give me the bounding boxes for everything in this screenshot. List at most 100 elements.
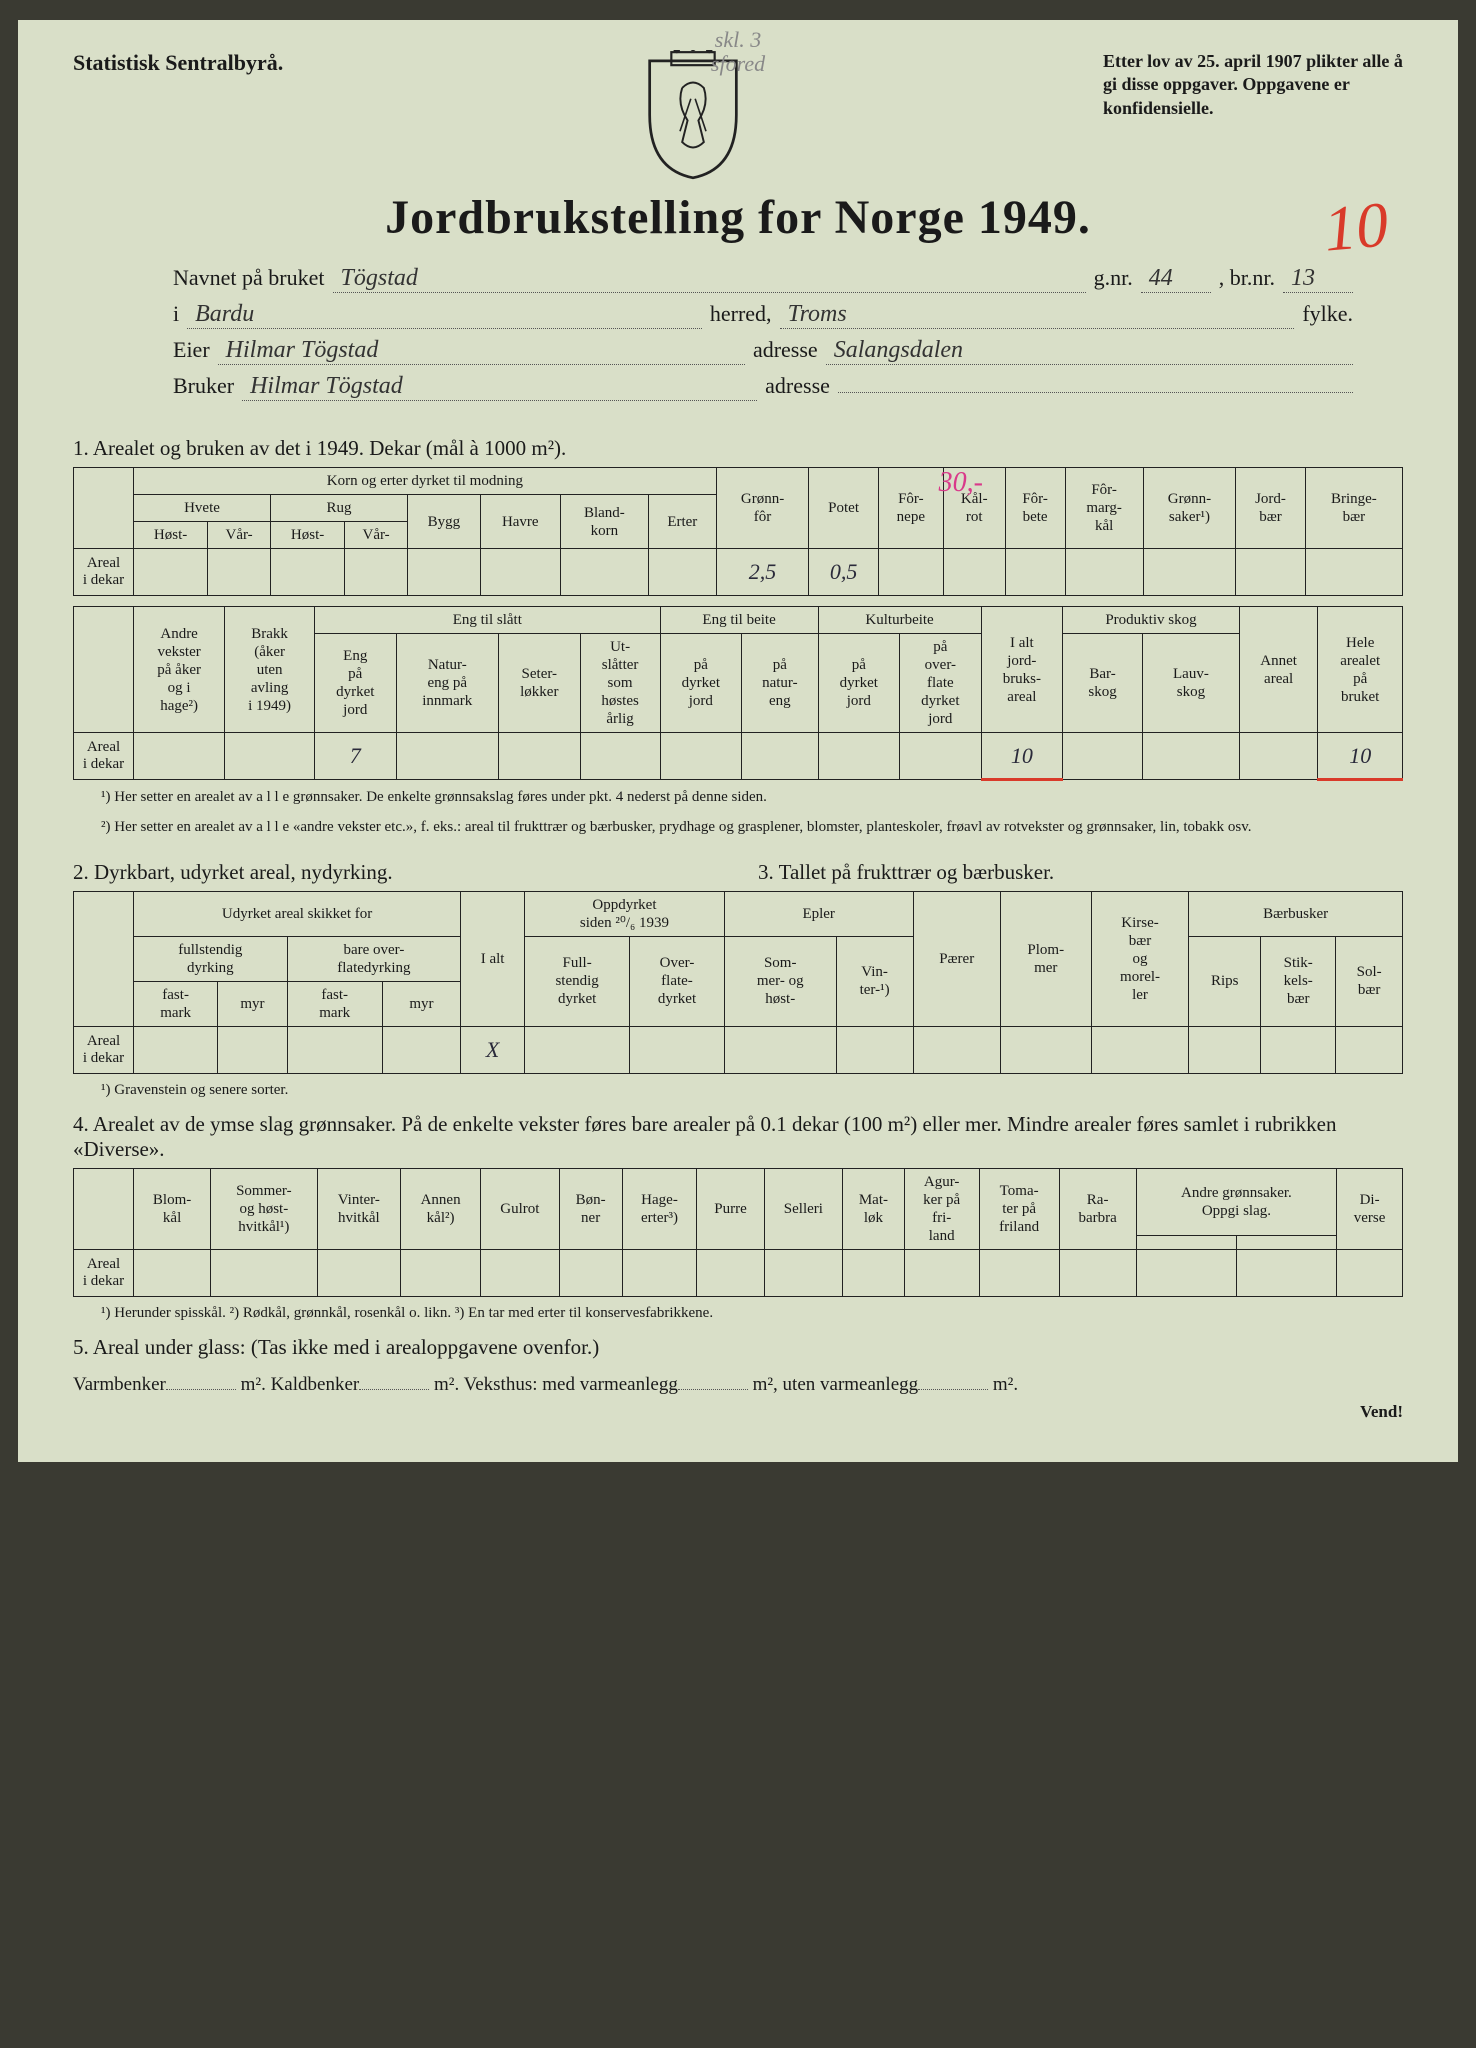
value-bruk: Tögstad [333,265,1086,293]
th-engslott: Eng til slått [315,607,661,634]
th-epler: Epler [724,891,913,936]
section-3-title: 3. Tallet på frukttrær og bærbusker. [758,860,1403,885]
th-blandkorn: Bland-korn [560,495,648,549]
th-engbeite: Eng til beite [660,607,818,634]
th-host1: Høst- [134,522,208,549]
footnote-4: ¹) Herunder spisskål. ²) Rødkål, grønnkå… [101,1303,1403,1323]
th-var1: Vår- [208,522,271,549]
label-bruker: Bruker [173,373,234,399]
row-label-1b: Areali dekar [74,733,134,780]
th-fullst: fullstendigdyrking [134,936,288,981]
pencil-annotation: skl. 3sfored [711,28,765,76]
th-fm2: fast-mark [287,981,382,1026]
th-hele: Helearealetpåbruket [1318,607,1403,733]
th-annet: Annetareal [1239,607,1318,733]
vend-label: Vend! [73,1402,1403,1422]
th-diverse: Di-verse [1337,1168,1403,1249]
row-label-4: Areali dekar [74,1249,134,1296]
th-rug: Rug [271,495,408,522]
th-seter: Seter-løkker [499,634,581,733]
section-5-title: 5. Areal under glass: (Tas ikke med i ar… [73,1335,1403,1360]
value-fylke: Troms [780,301,1295,329]
table-4: Blom-kål Sommer-og høst-hvitkål¹) Vinter… [73,1168,1403,1297]
meta-block: Navnet på bruket Tögstad g.nr. 44 , br.n… [73,265,1403,424]
value-brnr: 13 [1283,265,1353,293]
th-prodskog: Produktiv skog [1063,607,1240,634]
th-paerer: Pærer [913,891,1000,1026]
th-blomkal: Blom-kål [134,1168,211,1249]
label-eier: Eier [173,337,210,363]
th-forbete: Fôr-bete [1005,468,1065,549]
th-oppdyrket: Oppdyrketsiden ²⁰/₆ 1939 [525,891,725,936]
glass-c: m². Veksthus: med varmeanlegg [434,1374,678,1395]
val-engdyrket: 7 [315,733,397,780]
th-ialt2: I alt [461,891,525,1026]
th-sommer: Som-mer- oghøst- [724,936,836,1026]
glass-a: Varmbenker [73,1374,166,1395]
th-kboverfl: påover-flatedyrketjord [900,634,982,733]
th-engdyrket: Engpådyrketjord [315,634,397,733]
footnote-1: ¹) Her setter en arealet av a l l e grøn… [101,787,1403,807]
law-text: Etter lov av 25. april 1907 plikter alle… [1103,50,1403,120]
th-matlok: Mat-løk [843,1168,905,1249]
glass-line: Varmbenker m². Kaldbenker m². Veksthus: … [73,1374,1403,1396]
value-gnr: 44 [1141,265,1211,293]
th-andre: Andreveksterpå åkerog ihage²) [134,607,225,733]
th-rabarbra: Ra-barbra [1059,1168,1136,1249]
th-baerbusker: Bærbusker [1189,891,1403,936]
table-23: Udyrket areal skikket for I alt Oppdyrke… [73,891,1403,1074]
table-1a: Korn og erter dyrket til modning Grønn-f… [73,467,1403,596]
val-ialt2: X [461,1026,525,1073]
th-jordbaer: Jord-bær [1236,468,1306,549]
th-ialt: I altjord-bruks-areal [981,607,1063,733]
val-ialt: 10 [981,733,1063,780]
footnote-3: ¹) Gravenstein og senere sorter. [101,1080,1403,1100]
footnote-2: ²) Her setter en arealet av a l l e «and… [101,817,1403,837]
th-brakk: Brakk(åkerutenavlingi 1949) [225,607,315,733]
th-fornepe: Fôr-nepe [878,468,943,549]
label-i: i [173,301,179,327]
th-vinterk: Vinter-hvitkål [317,1168,401,1249]
th-sommerk: Sommer-og høst-hvitkål¹) [211,1168,317,1249]
glass-d: m², uten varmeanlegg [753,1374,919,1395]
val-gronnfor: 2,5 [716,549,809,596]
th-annenkal: Annenkål²) [401,1168,481,1249]
th-natureng: Natur-eng påinnmark [396,634,499,733]
th-bonner: Bøn-ner [559,1168,622,1249]
th-fm1: fast-mark [134,981,218,1026]
th-myr2: myr [382,981,460,1026]
row-label-23: Areali dekar [74,1026,134,1073]
value-adresse1: Salangsdalen [826,337,1353,365]
th-rips: Rips [1189,936,1261,1026]
th-purre: Purre [697,1168,764,1249]
th-var2: Vår- [345,522,408,549]
th-lauvskog: Lauv-skog [1143,634,1240,733]
label-fylke: fylke. [1302,301,1353,327]
th-barskog: Bar-skog [1063,634,1143,733]
red-page-number: 10 [1321,187,1391,266]
th-udyrket: Udyrket areal skikket for [134,891,461,936]
th-tomater: Toma-ter påfriland [979,1168,1059,1249]
section-2-title: 2. Dyrkbart, udyrket areal, nydyrking. [73,860,718,885]
row-label-1a: Areali dekar [74,549,134,596]
value-bruker: Hilmar Tögstad [242,373,757,401]
th-fulldyr: Full-stendigdyrket [525,936,630,1026]
glass-e: m². [993,1374,1018,1395]
th-andre4: Andre grønnsaker.Oppgi slag. [1136,1168,1336,1236]
val-hele: 10 [1318,733,1403,780]
th-gronnfor: Grønn-fôr [716,468,809,549]
th-hageerter: Hage-erter³) [622,1168,697,1249]
agency-name: Statistisk Sentralbyrå. [73,50,283,76]
section-1-title: 1. Arealet og bruken av det i 1949. Deka… [73,436,1403,461]
th-hvete: Hvete [134,495,271,522]
th-overfldyr: Over-flate-dyrket [630,936,725,1026]
th-selleri: Selleri [764,1168,843,1249]
page-title: Jordbrukstelling for Norge 1949. [73,190,1403,245]
th-vinter: Vin-ter-¹) [836,936,913,1026]
th-utslatter: Ut-slåttersomhøstesårlig [580,634,660,733]
th-bygg: Bygg [408,495,481,549]
label-adresse2: adresse [765,373,830,399]
th-plommer: Plom-mer [1000,891,1091,1026]
table-1b: Andreveksterpå åkerog ihage²) Brakk(åker… [73,606,1403,781]
th-korn: Korn og erter dyrket til modning [134,468,717,495]
